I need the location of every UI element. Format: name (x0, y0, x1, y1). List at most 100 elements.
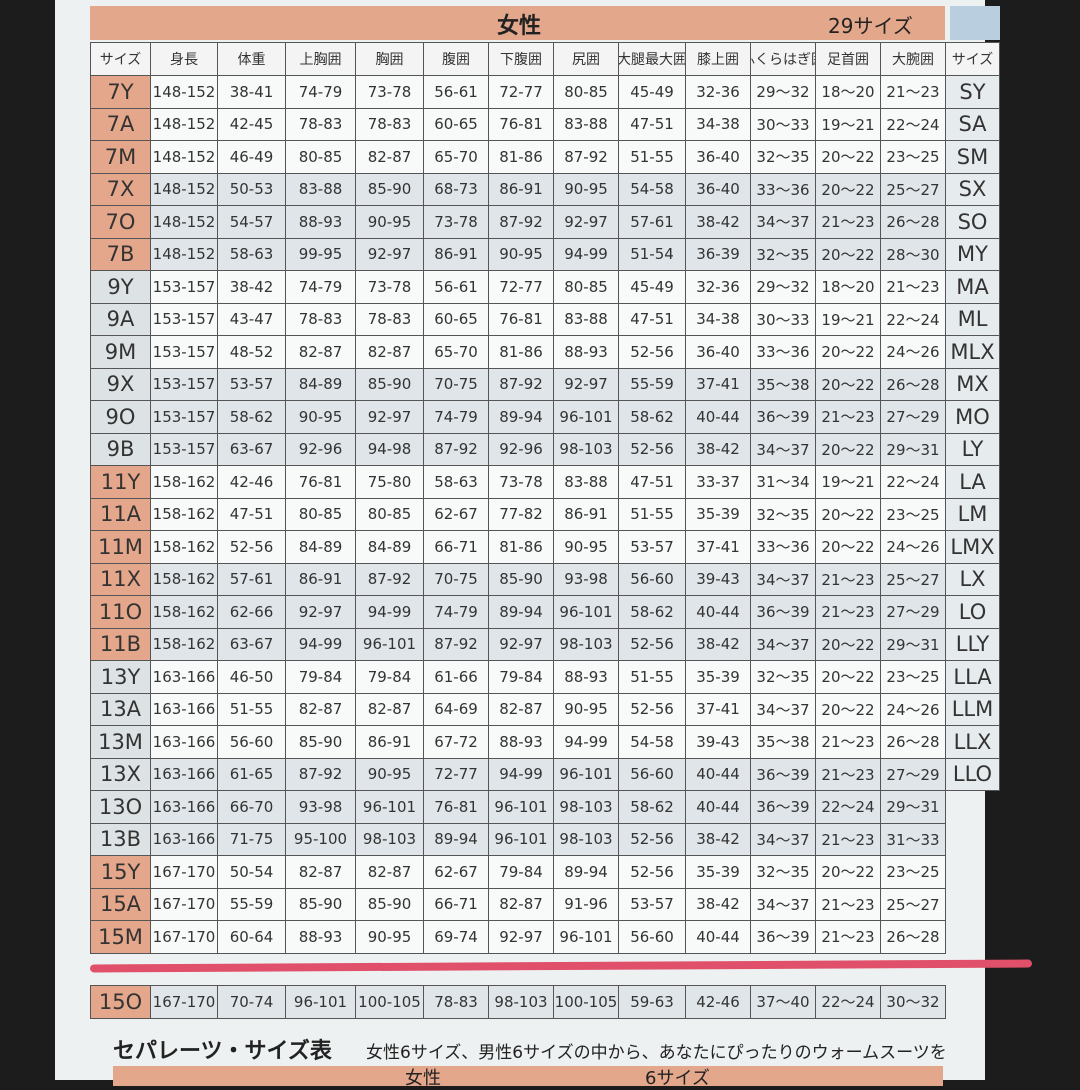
table-cell: 91-96 (553, 887, 619, 921)
table-cell: 31～33 (880, 822, 946, 856)
table-cell: 24～26 (880, 335, 946, 369)
table-cell: 92-97 (553, 367, 619, 401)
column-header: 尻囲 (553, 42, 619, 76)
table-cell: 64-69 (423, 692, 489, 726)
size-label: 13O (90, 790, 151, 824)
table-cell: 40-44 (685, 400, 751, 434)
table-cell: 85-90 (285, 725, 356, 759)
table-cell: 21～23 (880, 270, 946, 304)
table-cell: 167-170 (150, 887, 218, 921)
table-cell: 53-57 (618, 530, 686, 564)
table-cell: 94-99 (285, 627, 356, 661)
side-size-label: ML (945, 302, 1000, 336)
size-label: 11Y (90, 465, 151, 499)
size-label: 15Y (90, 855, 151, 889)
table-cell: 20～22 (815, 692, 881, 726)
table-cell: 96-101 (355, 790, 424, 824)
table-cell: 87-92 (423, 627, 489, 661)
table-cell: 38-42 (685, 887, 751, 921)
table-cell: 34～37 (750, 822, 816, 856)
table-cell: 37-41 (685, 692, 751, 726)
table-cell: 29～31 (880, 790, 946, 824)
table-cell: 34～37 (750, 205, 816, 239)
table-cell: 65-70 (423, 335, 489, 369)
table-cell: 148-152 (150, 237, 218, 271)
table-cell: 85-90 (488, 562, 554, 596)
table-cell: 80-85 (553, 75, 619, 109)
table-cell: 52-56 (618, 692, 686, 726)
table-cell: 22～24 (815, 985, 881, 1019)
table-cell: 40-44 (685, 757, 751, 791)
table-cell: 36-40 (685, 140, 751, 174)
table-cell: 56-61 (423, 75, 489, 109)
size-label: 7O (90, 205, 151, 239)
table-cell: 96-101 (488, 822, 554, 856)
size-label: 9Y (90, 270, 151, 304)
side-size-label: LLA (945, 660, 1000, 694)
table-cell: 82-87 (355, 335, 424, 369)
table-cell: 158-162 (150, 595, 218, 629)
table-cell: 66-71 (423, 887, 489, 921)
table-cell: 94-99 (553, 725, 619, 759)
table-cell: 87-92 (488, 205, 554, 239)
table-cell: 84-89 (285, 367, 356, 401)
table-cell: 56-60 (618, 757, 686, 791)
table-cell: 163-166 (150, 790, 218, 824)
table-cell: 163-166 (150, 692, 218, 726)
table-cell: 18～20 (815, 75, 881, 109)
side-size-label: LLM (945, 692, 1000, 726)
table-cell: 76-81 (285, 465, 356, 499)
column-header: 体重 (217, 42, 286, 76)
table-cell: 96-101 (553, 595, 619, 629)
column-header: 下腹囲 (488, 42, 554, 76)
table-cell: 96-101 (285, 985, 356, 1019)
table-cell: 153-157 (150, 270, 218, 304)
table-cell: 62-67 (423, 497, 489, 531)
table-cell: 88-93 (488, 725, 554, 759)
table-cell: 54-58 (618, 172, 686, 206)
table-cell: 21～23 (815, 887, 881, 921)
side-size-label: LX (945, 562, 1000, 596)
table-cell: 167-170 (150, 985, 218, 1019)
table-cell: 58-63 (423, 465, 489, 499)
table-cell: 163-166 (150, 660, 218, 694)
side-size-label: SX (945, 172, 1000, 206)
table-cell: 78-83 (285, 302, 356, 336)
side-size-label: SY (945, 75, 1000, 109)
footer-sub-count: 6サイズ (645, 1068, 710, 1089)
table-cell: 92-97 (488, 627, 554, 661)
table-cell: 23～25 (880, 497, 946, 531)
table-cell: 92-96 (285, 432, 356, 466)
table-cell: 83-88 (553, 302, 619, 336)
table-cell: 158-162 (150, 627, 218, 661)
size-label: 13A (90, 692, 151, 726)
table-cell: 33～36 (750, 335, 816, 369)
table-cell: 93-98 (285, 790, 356, 824)
table-cell: 32-36 (685, 270, 751, 304)
table-cell: 73-78 (423, 205, 489, 239)
table-cell: 90-95 (553, 530, 619, 564)
table-cell: 40-44 (685, 595, 751, 629)
table-cell: 163-166 (150, 725, 218, 759)
table-cell: 19～21 (815, 302, 881, 336)
side-size-label: MLX (945, 335, 1000, 369)
column-header: 胸囲 (355, 42, 424, 76)
table-cell: 94-99 (355, 595, 424, 629)
table-cell: 30～33 (750, 302, 816, 336)
table-cell: 37～40 (750, 985, 816, 1019)
table-cell: 72-77 (488, 270, 554, 304)
table-cell: 72-77 (488, 75, 554, 109)
size-label: 13B (90, 822, 151, 856)
table-cell: 74-79 (285, 270, 356, 304)
table-cell: 88-93 (285, 205, 356, 239)
column-header: サイズ (90, 42, 151, 76)
side-size-label: MY (945, 237, 1000, 271)
table-cell: 148-152 (150, 75, 218, 109)
table-cell: 89-94 (488, 400, 554, 434)
table-cell: 96-101 (553, 920, 619, 954)
table-cell: 62-66 (217, 595, 286, 629)
table-cell: 148-152 (150, 140, 218, 174)
table-cell: 87-92 (355, 562, 424, 596)
side-size-label: LM (945, 497, 1000, 531)
table-cell: 85-90 (285, 887, 356, 921)
